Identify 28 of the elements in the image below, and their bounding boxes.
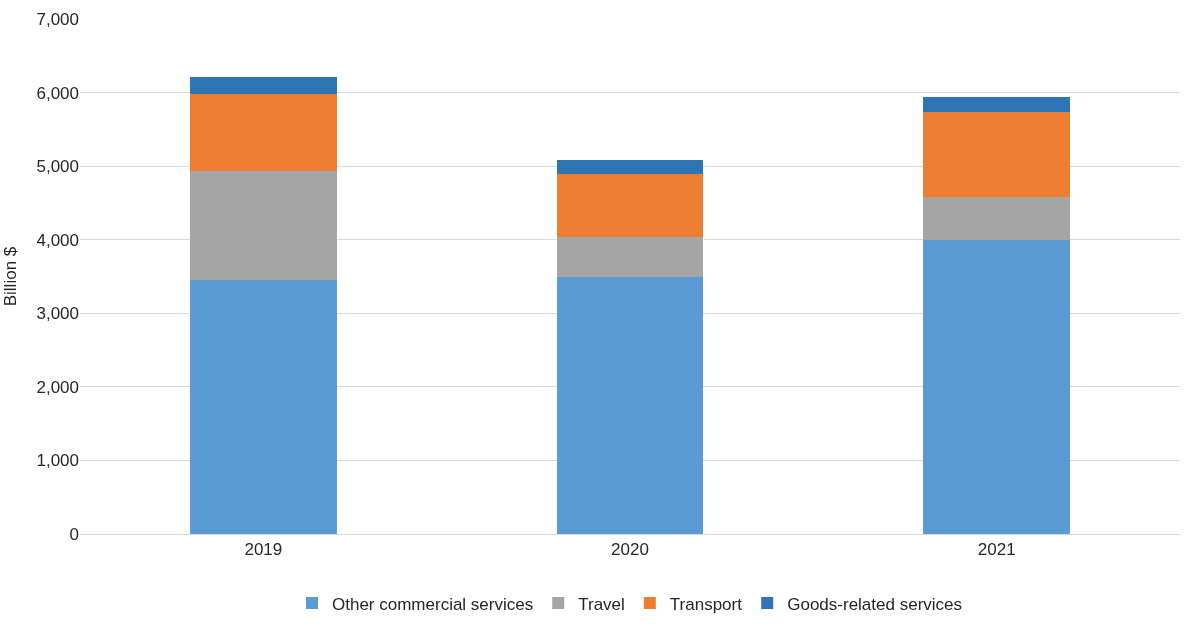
y-tick-label: 5,000 bbox=[36, 157, 79, 177]
y-tick-label: 6,000 bbox=[36, 83, 79, 103]
bar bbox=[556, 174, 704, 237]
legend-label: Goods-related services bbox=[787, 594, 963, 614]
y-tick-label: 1,000 bbox=[36, 451, 79, 471]
x-tick-label: 2021 bbox=[977, 540, 1016, 560]
legend-label: Travel bbox=[578, 594, 625, 614]
y-tick-label: 2,000 bbox=[36, 377, 79, 397]
bar bbox=[190, 76, 337, 94]
y-axis-title: Billion $ bbox=[1, 246, 20, 307]
bar bbox=[190, 93, 337, 172]
x-tick-label: 2019 bbox=[244, 540, 283, 560]
bar bbox=[190, 280, 337, 534]
y-tick-label: 4,000 bbox=[36, 230, 79, 250]
y-tick-label: 0 bbox=[69, 524, 79, 544]
x-tick-label: 2020 bbox=[611, 540, 649, 560]
legend-label: Transport bbox=[669, 594, 743, 614]
bar bbox=[556, 236, 704, 278]
y-tick-label: 7,000 bbox=[36, 9, 79, 29]
legend-label: Other commercial services bbox=[332, 594, 534, 614]
y-tick-label: 3,000 bbox=[36, 304, 79, 324]
bar bbox=[190, 171, 337, 281]
bar bbox=[923, 197, 1070, 241]
bar bbox=[923, 240, 1070, 534]
bar bbox=[556, 159, 704, 175]
bar bbox=[923, 96, 1070, 113]
bar bbox=[923, 112, 1070, 198]
bar bbox=[556, 277, 704, 534]
